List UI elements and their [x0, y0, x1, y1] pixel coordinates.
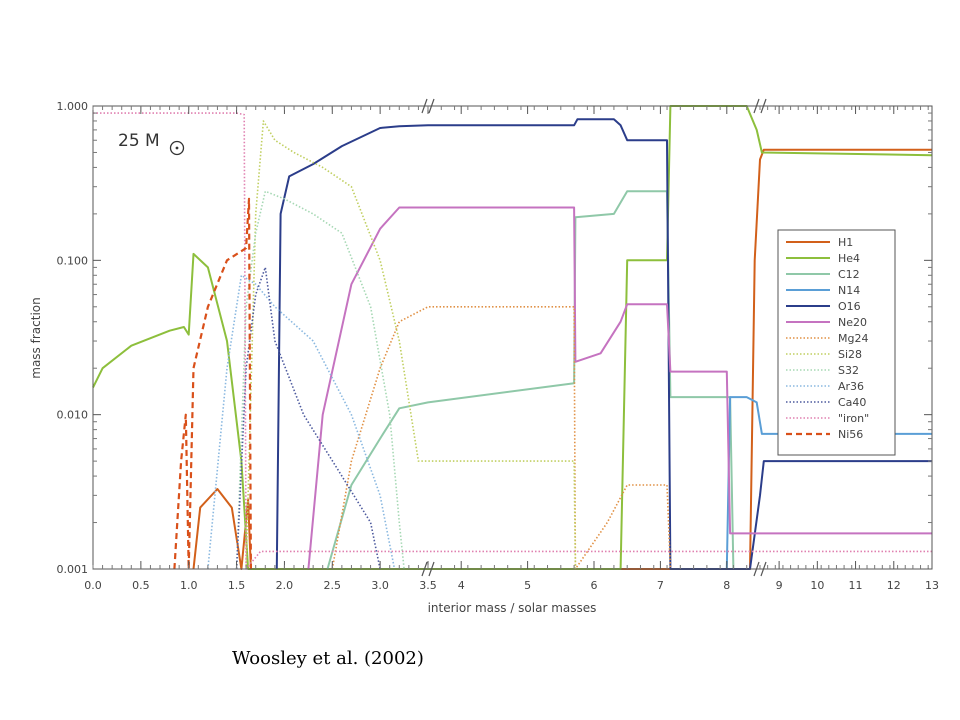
axis-break-marker — [753, 98, 767, 114]
x-tick-label: 2.0 — [276, 579, 294, 592]
figure-caption: Woosley et al. (2002) — [232, 648, 424, 669]
x-axis-label: interior mass / solar masses — [428, 601, 597, 615]
x-tick-label: 10 — [810, 579, 824, 592]
mass-fraction-chart: 0.0 0.5 1.0 1.5 2.0 2.5 3.0 3.5 4 5 6 7 8 9 10 11 12 13 0.… — [29, 98, 939, 615]
axis-layer: 0.0 0.5 1.0 1.5 2.0 2.5 3.0 3.5 4 5 6 7 8 9 10 11 12 13 0.… — [57, 98, 939, 592]
y-tick-label: 0.001 — [57, 563, 89, 576]
series-layer — [92, 105, 933, 571]
legend-label: C12 — [838, 268, 860, 281]
y-tick-label: 0.100 — [57, 254, 89, 267]
y-tick-label: 1.000 — [57, 100, 89, 113]
legend-label: N14 — [838, 284, 860, 297]
series-line-c12 — [326, 190, 735, 570]
x-tick-label: 7 — [657, 579, 664, 592]
series-line-mg24 — [331, 306, 672, 570]
plot-frame — [92, 105, 933, 570]
x-tick-label: 8 — [723, 579, 730, 592]
series-line-s32 — [235, 190, 405, 570]
legend-label: Si28 — [838, 348, 862, 361]
series-line-ca40 — [235, 266, 381, 570]
x-tick-label: 9 — [776, 579, 783, 592]
y-axis-label: mass fraction — [29, 297, 43, 378]
x-tick-label: 4 — [458, 579, 465, 592]
legend: H1 He4 C12 N14 O16 Ne20 Mg24 Si28 S32 Ar36 Ca40 "ir… — [777, 229, 896, 456]
legend-label: Ca40 — [838, 396, 866, 409]
x-tick-label: 12 — [887, 579, 901, 592]
legend-label: H1 — [838, 236, 853, 249]
legend-label: He4 — [838, 252, 860, 265]
series-line-si28 — [245, 120, 577, 570]
y-tick-label: 0.010 — [57, 409, 89, 422]
legend-label: Ar36 — [838, 380, 864, 393]
axis-break-marker — [421, 561, 435, 577]
x-tick-label: 0.0 — [84, 579, 102, 592]
series-line-ni56 — [173, 197, 252, 571]
x-tick-label: 11 — [849, 579, 863, 592]
legend-label: S32 — [838, 364, 859, 377]
series-line-iron — [93, 112, 932, 570]
legend-label: Mg24 — [838, 332, 868, 345]
legend-label: Ni56 — [838, 428, 863, 441]
x-tick-label: 1.5 — [228, 579, 246, 592]
x-tick-label: 3.0 — [371, 579, 389, 592]
sun-symbol — [169, 140, 185, 156]
legend-label: Ne20 — [838, 316, 867, 329]
axis-break-marker — [753, 561, 767, 577]
x-tick-label: 2.5 — [324, 579, 342, 592]
annotation-25msun: 25 M — [118, 131, 160, 151]
x-tick-label: 0.5 — [132, 579, 150, 592]
x-tick-label: 1.0 — [180, 579, 198, 592]
legend-label: O16 — [838, 300, 861, 313]
legend-label: "iron" — [838, 412, 869, 425]
x-tick-label: 5 — [524, 579, 531, 592]
x-tick-label: 3.5 — [419, 579, 437, 592]
axis-break-marker — [421, 98, 435, 114]
x-tick-label: 6 — [591, 579, 598, 592]
x-tick-label: 13 — [925, 579, 939, 592]
series-line-ne20 — [307, 206, 932, 570]
legend-box — [777, 229, 896, 456]
